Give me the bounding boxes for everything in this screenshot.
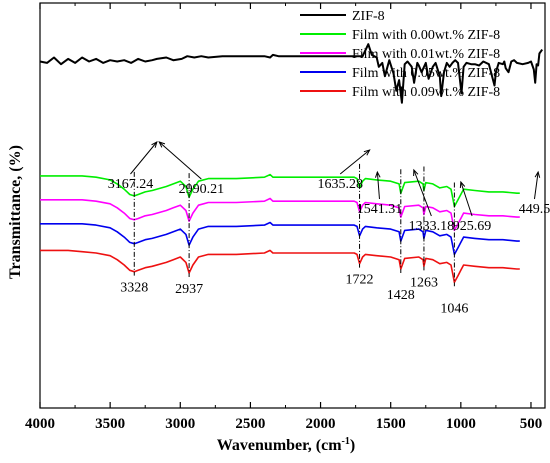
annotation-arrow [339,149,370,175]
annotation-arrow [130,141,158,175]
x-axis-title-close: ) [350,437,355,454]
annotation-label: 1635.28 [317,177,363,192]
x-tick-label: 500 [520,416,543,432]
annotation-arrowhead [374,170,381,178]
x-axis-title: Wavenumber, (cm-1) [217,436,355,454]
annotation-arrow [158,141,202,180]
peak-label: 1428 [387,288,415,303]
legend-label: ZIF-8 [352,9,385,24]
annotation-arrowhead [534,170,541,178]
annotation-label: 3167.24 [108,177,154,192]
x-tick-label: 2500 [235,416,265,432]
annotation-arrowhead [151,141,158,148]
y-axis-title: Transmittance, (%) [7,145,24,279]
x-tick-label: 1500 [376,416,406,432]
annotation-arrowhead [158,141,166,148]
x-tick-label: 4000 [25,416,55,432]
annotation-arrow [460,181,473,217]
x-tick-label: 3500 [95,416,125,432]
annotation-label: 449.5 [519,202,550,217]
annotation-label: 2990.21 [179,182,225,197]
peak-label: 2937 [175,282,203,297]
annotation-arrow [376,171,380,200]
legend-label: Film with 0.09wt.% ZIF-8 [352,85,500,100]
annotation-arrowhead [363,149,371,156]
annotation-arrow [533,171,539,200]
x-tick-label: 2000 [306,416,336,432]
peak-label: 3328 [120,281,148,296]
x-tick-label: 1000 [446,416,476,432]
x-tick-label: 3000 [165,416,195,432]
peak-label: 1722 [346,273,374,288]
legend-label: Film with 0.05wt.% ZIF-8 [352,66,500,81]
x-axis: 4000 3500 3000 2500 2000 1500 1000 500 [25,3,542,432]
annotation-arrow [413,169,432,217]
series-line-0 [39,43,544,104]
x-axis-title-sup: -1 [342,436,350,447]
annotation-label: 925.69 [453,219,492,234]
annotation-label: 1333.18 [409,219,455,234]
x-axis-title-main: Wavenumber, (cm [217,437,342,454]
legend-label: Film with 0.00wt.% ZIF-8 [352,28,500,43]
plot-border [39,2,546,409]
legend: ZIF-8 Film with 0.00wt.% ZIF-8 Film with 0… [300,9,500,100]
plot-frame [39,2,546,409]
legend-label: Film with 0.01wt.% ZIF-8 [352,47,500,62]
peak-label: 1046 [440,301,468,316]
annotation-label: 1541.31 [357,202,403,217]
annotation-arrowhead [413,168,419,177]
annotation-arrowhead [459,180,466,189]
peak-label: 1263 [410,275,438,290]
annotations: 3167.24 2990.21 1635.28 1541.31 1333.18925.6… [108,141,550,234]
series-line-4 [40,249,520,284]
